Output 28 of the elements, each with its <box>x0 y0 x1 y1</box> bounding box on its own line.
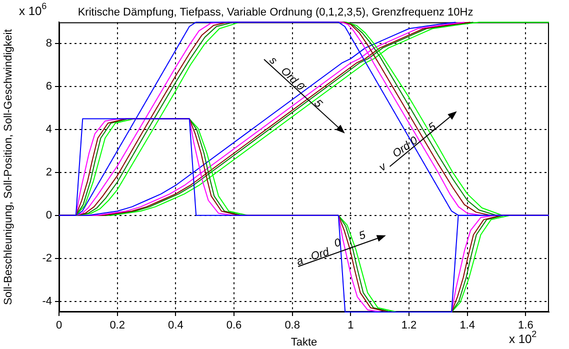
x-tick-label: 0 <box>56 320 62 332</box>
annotation: s <box>266 54 280 68</box>
x-tick-label: 0.2 <box>110 320 125 332</box>
annotation: 5 <box>358 228 368 243</box>
annotation: 5 <box>312 97 325 111</box>
y-tick-label: 4 <box>46 124 52 136</box>
y-tick-label: -4 <box>42 295 52 308</box>
x-tick-label: 1.2 <box>401 320 417 332</box>
y-tick-label: 0 <box>46 209 52 222</box>
y-tick-label: 6 <box>46 80 52 93</box>
x-axis-title: Takte <box>290 336 318 348</box>
x-tick-label: 0.6 <box>226 320 242 332</box>
annotation: v <box>377 160 390 174</box>
y-tick-label: -2 <box>42 252 52 264</box>
x-tick-label: 1 <box>348 320 354 332</box>
y-tick-label: 8 <box>46 38 52 50</box>
chart-title: Kritische Dämpfung, Tiefpass, Variable Ordnung (0,1,2,3,5), Grenzfrequenz 10Hz <box>78 6 474 19</box>
x-tick-label: 1.6 <box>518 320 534 332</box>
y-tick-label: 2 <box>46 166 52 178</box>
x-tick-label: 0.8 <box>284 320 300 332</box>
annotation: Ord 0 <box>278 65 307 94</box>
annotation: Ord <box>310 246 332 264</box>
x-tick-label: 0.4 <box>168 320 184 332</box>
y-axis-title: Soll-Beschleunigung, Soll-Position, Soll-Geschwindigkeit <box>2 29 15 305</box>
annotation: 5 <box>426 120 440 134</box>
annotation: Ord 0 <box>390 134 421 160</box>
x-tick-label: 1.4 <box>460 320 475 332</box>
annotation: 0 <box>332 236 344 250</box>
